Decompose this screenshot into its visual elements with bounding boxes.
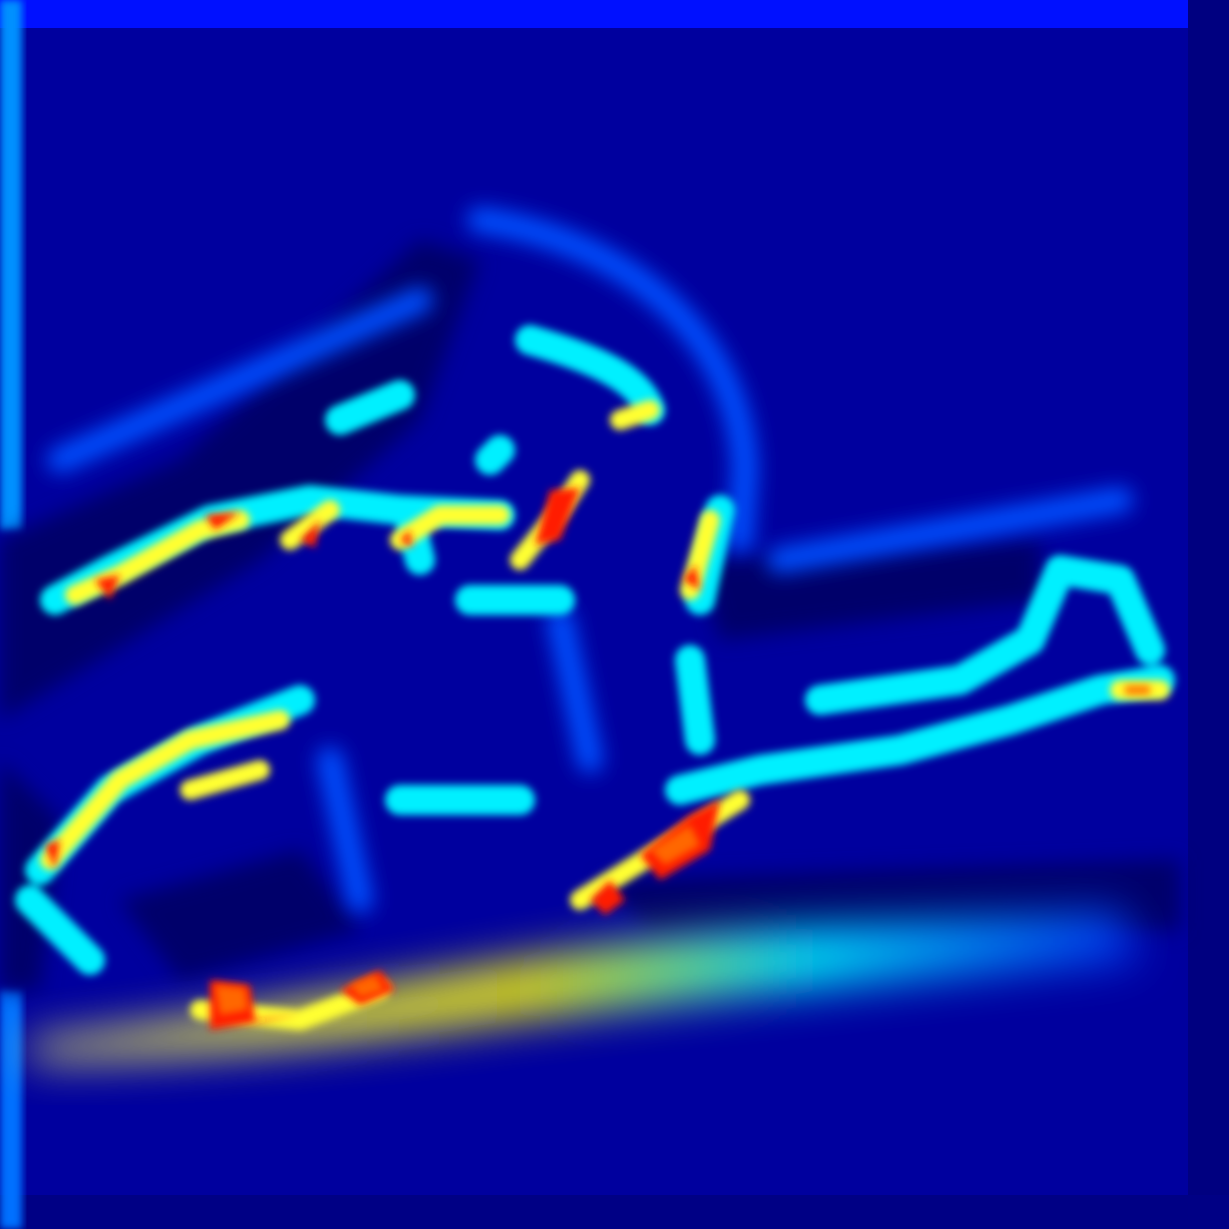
- heatmap-frame-top: [0, 0, 1229, 28]
- dark-regions: [0, 240, 1180, 990]
- orange-cores: [215, 685, 1150, 1015]
- dim-outline: [47, 207, 1133, 913]
- heatmap-frame-right: [1188, 0, 1229, 1229]
- heatmap-left-edge-lower: [0, 990, 22, 1229]
- heatmap-frame-bottom: [0, 1195, 1229, 1229]
- heatmap-left-edge: [0, 0, 22, 530]
